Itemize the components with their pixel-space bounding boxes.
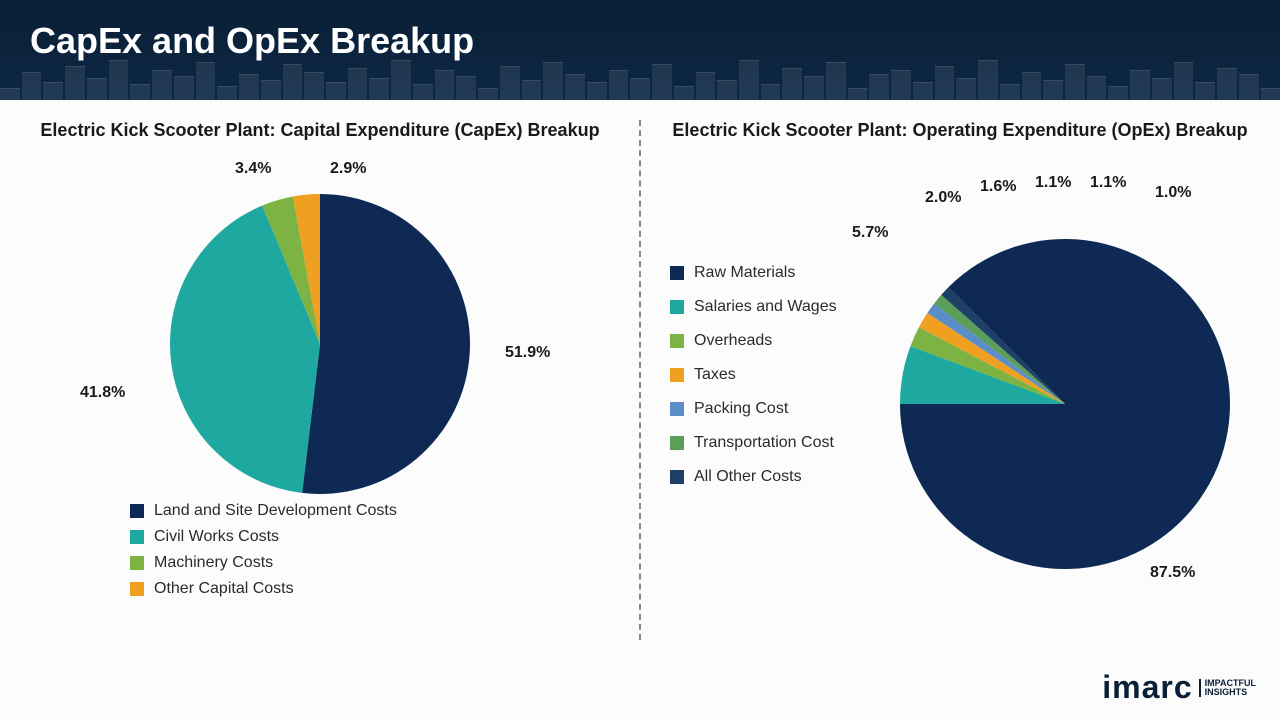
legend-swatch <box>670 334 684 348</box>
capex-panel: Electric Kick Scooter Plant: Capital Exp… <box>0 100 640 720</box>
logo-text: imarc <box>1102 669 1192 706</box>
capex-pie-chart <box>20 154 620 494</box>
legend-item: Other Capital Costs <box>130 580 620 598</box>
pie-datalabel: 51.9% <box>505 344 550 362</box>
legend-item: Overheads <box>670 332 870 350</box>
pie-datalabel: 5.7% <box>852 224 888 242</box>
brand-logo: imarc IMPACTFUL INSIGHTS <box>1102 669 1256 706</box>
legend-item: Transportation Cost <box>670 434 870 452</box>
legend-swatch <box>670 470 684 484</box>
legend-swatch <box>130 582 144 596</box>
legend-label: All Other Costs <box>694 468 802 486</box>
legend-label: Transportation Cost <box>694 434 834 452</box>
capex-chart-title: Electric Kick Scooter Plant: Capital Exp… <box>20 118 620 142</box>
legend-label: Raw Materials <box>694 264 795 282</box>
pie-slice <box>302 194 470 494</box>
legend-label: Taxes <box>694 366 736 384</box>
skyline-decoration <box>0 60 1280 100</box>
legend-swatch <box>130 556 144 570</box>
content-area: Electric Kick Scooter Plant: Capital Exp… <box>0 100 1280 720</box>
pie-datalabel: 87.5% <box>1150 564 1195 582</box>
legend-item: Machinery Costs <box>130 554 620 572</box>
legend-item: Civil Works Costs <box>130 528 620 546</box>
capex-pie-area: 51.9% 41.8% 3.4% 2.9% <box>20 154 620 494</box>
header-banner: CapEx and OpEx Breakup <box>0 0 1280 100</box>
legend-item: Salaries and Wages <box>670 298 870 316</box>
legend-label: Machinery Costs <box>154 554 273 572</box>
opex-pie-area: 87.5%5.7%2.0%1.6%1.1%1.1%1.0% <box>870 154 1260 614</box>
legend-swatch <box>670 266 684 280</box>
legend-item: Land and Site Development Costs <box>130 502 620 520</box>
pie-datalabel: 1.6% <box>980 178 1016 196</box>
logo-tagline: IMPACTFUL INSIGHTS <box>1199 679 1256 697</box>
legend-item: Packing Cost <box>670 400 870 418</box>
opex-legend: Raw Materials Salaries and Wages Overheads… <box>660 154 870 502</box>
pie-datalabel: 2.0% <box>925 189 961 207</box>
opex-panel: Electric Kick Scooter Plant: Operating E… <box>640 100 1280 720</box>
opex-pie-chart <box>870 154 1260 614</box>
legend-swatch <box>670 436 684 450</box>
legend-swatch <box>670 402 684 416</box>
legend-item: All Other Costs <box>670 468 870 486</box>
legend-label: Land and Site Development Costs <box>154 502 397 520</box>
legend-swatch <box>130 530 144 544</box>
pie-datalabel: 1.0% <box>1155 184 1191 202</box>
legend-swatch <box>130 504 144 518</box>
legend-swatch <box>670 368 684 382</box>
pie-datalabel: 3.4% <box>235 160 271 178</box>
legend-label: Civil Works Costs <box>154 528 279 546</box>
legend-label: Other Capital Costs <box>154 580 294 598</box>
pie-datalabel: 41.8% <box>80 384 125 402</box>
legend-item: Raw Materials <box>670 264 870 282</box>
legend-item: Taxes <box>670 366 870 384</box>
opex-chart-title: Electric Kick Scooter Plant: Operating E… <box>660 118 1260 142</box>
legend-label: Salaries and Wages <box>694 298 837 316</box>
legend-label: Packing Cost <box>694 400 788 418</box>
pie-datalabel: 1.1% <box>1035 174 1071 192</box>
pie-datalabel: 1.1% <box>1090 174 1126 192</box>
logo-tagline-2: INSIGHTS <box>1205 688 1256 697</box>
page-title: CapEx and OpEx Breakup <box>0 0 1280 62</box>
pie-datalabel: 2.9% <box>330 160 366 178</box>
legend-label: Overheads <box>694 332 772 350</box>
capex-legend: Land and Site Development Costs Civil Wor… <box>20 502 620 598</box>
legend-swatch <box>670 300 684 314</box>
